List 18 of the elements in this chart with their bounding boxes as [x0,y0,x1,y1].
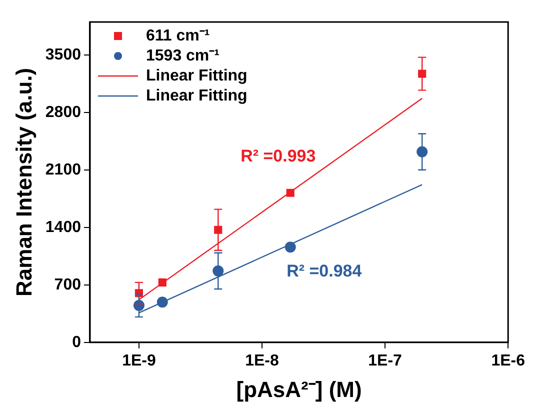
y-tick-label: 2100 [45,161,82,178]
y-tick-label: 3500 [45,46,82,64]
y-tick-label: 700 [54,276,82,294]
x-tick-label: 1E-7 [368,352,402,370]
annotation: R² =0.993 [240,146,316,166]
legend-label: Linear Fitting [146,87,248,104]
legend-label: 611 cm⁻¹ [146,27,210,44]
y-tick-label: 0 [72,334,82,351]
x-axis-title: [pAsA²⁻] (M) [236,376,362,402]
annotation: R² =0.984 [286,262,362,281]
y-axis-title: Raman Intensity (a.u.) [11,68,36,296]
x-tick-label: 1E-8 [245,352,280,370]
legend-label: 1593 cm⁻¹ [146,47,220,64]
legend-label: Linear Fitting [146,67,248,84]
y-tick-label: 2800 [45,104,82,121]
x-tick-label: 1E-9 [122,352,156,370]
x-tick-label: 1E-6 [491,352,526,370]
y-tick-label: 1400 [45,218,82,236]
